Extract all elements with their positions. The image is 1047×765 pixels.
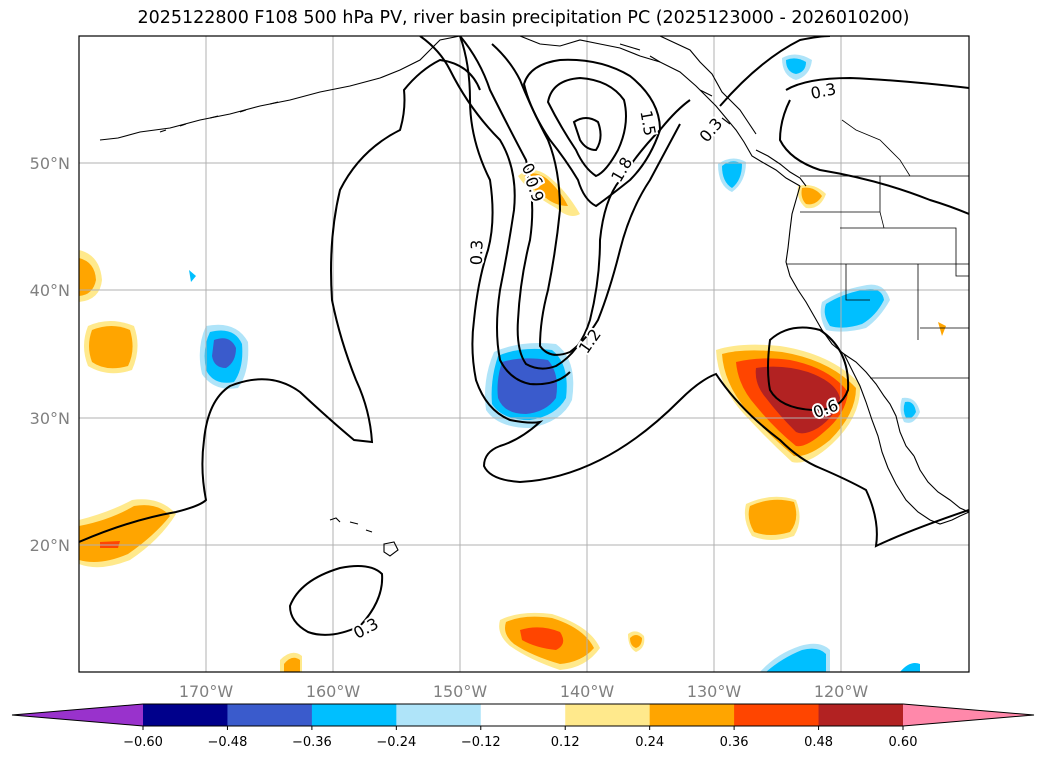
lat-label: 20°N (30, 536, 70, 555)
colorbar-tick-label: 0.12 (551, 735, 580, 750)
colorbar-tick-label: 0.24 (635, 735, 664, 750)
colorbar-segment (649, 704, 735, 726)
lon-label: 170°W (179, 682, 234, 701)
pv-contours (79, 36, 969, 636)
coastlines (99, 36, 969, 557)
colorbar-segment (565, 704, 651, 726)
colorbar-segment (143, 704, 228, 726)
lon-label: 130°W (687, 682, 742, 701)
borders (786, 119, 969, 379)
colorbar-segment (734, 704, 820, 726)
colorbar-tick-label: −0.24 (376, 735, 416, 750)
shade-blue-41n-172w (189, 270, 196, 282)
lon-label: 120°W (814, 682, 869, 701)
colorbar-segment (396, 704, 482, 726)
lon-label: 140°W (560, 682, 615, 701)
lon-labels: 170°W 160°W 150°W 140°W 130°W 120°W (179, 682, 869, 701)
colorbar-tick-label: 0.60 (889, 735, 918, 750)
map-title: 2025122800 F108 500 hPa PV, river basin … (137, 8, 910, 28)
map-panel: 0.3 0.3 0.6 0.9 1.2 1.5 1.8 0.3 0.6 0.3 (79, 36, 969, 672)
graticule (79, 36, 969, 672)
colorbar-tick-label: −0.60 (123, 735, 163, 750)
colorbar-tick-label: −0.12 (461, 735, 501, 750)
lon-label: 150°W (433, 682, 488, 701)
map-frame (78, 35, 970, 673)
colorbar: −0.60 −0.48 −0.36 −0.24 −0.12 0.12 0.24 0.36 0.4… (11, 703, 1035, 750)
lat-label: 40°N (30, 281, 70, 300)
colorbar-segment (818, 704, 904, 726)
lat-labels: 50°N 40°N 30°N 20°N (30, 154, 70, 555)
colorbar-segment (480, 704, 566, 726)
lon-label: 160°W (306, 682, 361, 701)
colorbar-tick-label: −0.48 (208, 735, 248, 750)
colorbar-tick-label: 0.36 (720, 735, 749, 750)
contour-label: 0.3 (467, 239, 487, 265)
colorbar-extend-low (12, 704, 143, 726)
precipitation-shading (79, 54, 946, 672)
colorbar-tick-label: 0.48 (804, 735, 833, 750)
colorbar-extend-high (903, 704, 1034, 726)
colorbar-tick-label: −0.36 (292, 735, 332, 750)
colorbar-segment (311, 704, 397, 726)
lat-label: 30°N (30, 409, 70, 428)
lat-label: 50°N (30, 154, 70, 173)
colorbar-segment (227, 704, 313, 726)
